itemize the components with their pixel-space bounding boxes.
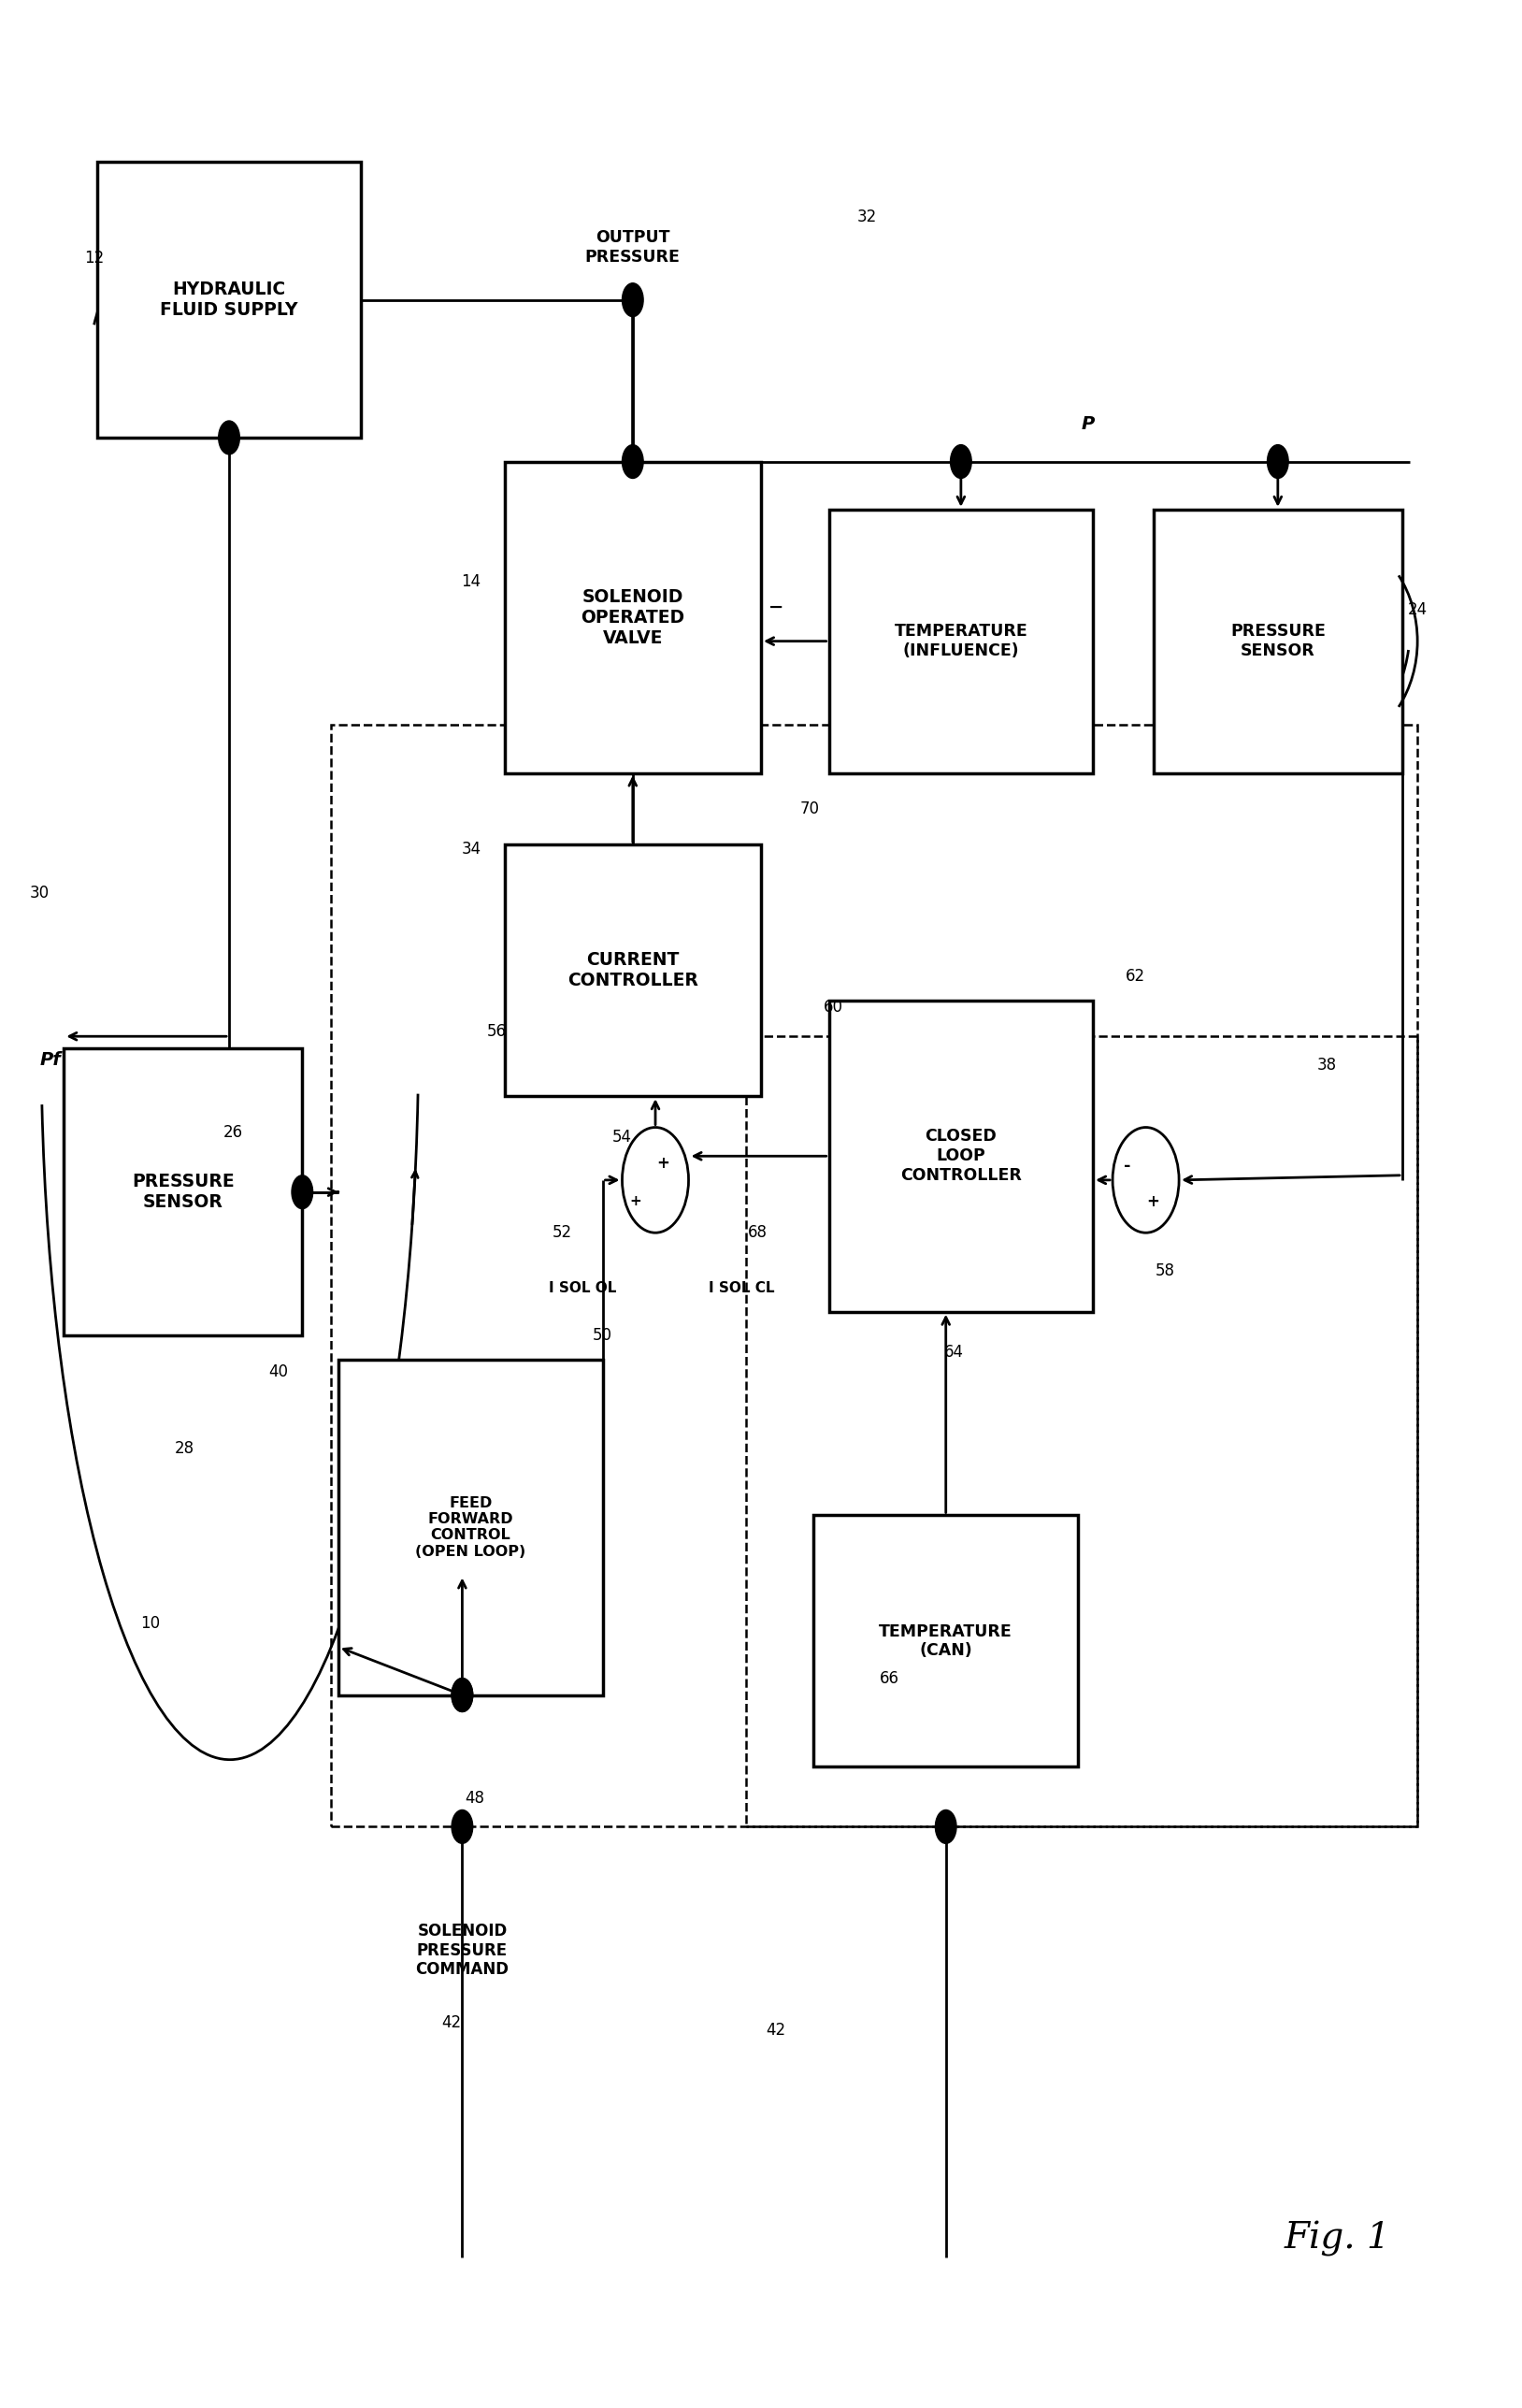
Bar <box>504 845 761 1096</box>
Text: 64: 64 <box>944 1344 963 1361</box>
Text: HYDRAULIC
FLUID SUPPLY: HYDRAULIC FLUID SUPPLY <box>160 282 298 318</box>
Text: 30: 30 <box>30 884 50 901</box>
Text: 60: 60 <box>823 999 843 1016</box>
Text: FEED
FORWARD
CONTROL
(OPEN LOOP): FEED FORWARD CONTROL (OPEN LOOP) <box>416 1495 525 1558</box>
Text: 42: 42 <box>441 2015 461 2032</box>
Text: 40: 40 <box>268 1363 288 1380</box>
Text: -: - <box>1125 1158 1131 1175</box>
Bar <box>97 161 361 438</box>
Text: 34: 34 <box>461 840 481 857</box>
Text: 38: 38 <box>1317 1057 1336 1074</box>
Text: PRESSURE
SENSOR: PRESSURE SENSOR <box>1230 624 1326 660</box>
Text: 24: 24 <box>1408 602 1428 619</box>
Circle shape <box>1113 1127 1180 1233</box>
Text: 32: 32 <box>857 209 877 226</box>
Text: TEMPERATURE
(CAN): TEMPERATURE (CAN) <box>880 1623 1012 1659</box>
Text: 62: 62 <box>1125 968 1145 985</box>
Circle shape <box>219 421 239 455</box>
Text: 54: 54 <box>612 1129 632 1146</box>
Text: 28: 28 <box>175 1440 195 1457</box>
Text: SOLENOID
OPERATED
VALVE: SOLENOID OPERATED VALVE <box>581 588 685 648</box>
Circle shape <box>292 1175 314 1209</box>
Text: Fig. 1: Fig. 1 <box>1285 2220 1391 2256</box>
Text: Pf: Pf <box>40 1052 61 1069</box>
Bar <box>504 462 761 773</box>
Text: I SOL CL: I SOL CL <box>708 1281 775 1296</box>
Circle shape <box>452 1678 473 1712</box>
Text: TEMPERATURE
(INFLUENCE): TEMPERATURE (INFLUENCE) <box>895 624 1027 660</box>
Text: OUTPUT
PRESSURE: OUTPUT PRESSURE <box>584 229 680 265</box>
Text: +: + <box>1148 1194 1160 1211</box>
Text: 58: 58 <box>1155 1262 1175 1279</box>
Text: CLOSED
LOOP
CONTROLLER: CLOSED LOOP CONTROLLER <box>900 1129 1021 1185</box>
Text: CURRENT
CONTROLLER: CURRENT CONTROLLER <box>568 951 699 990</box>
Text: 56: 56 <box>487 1023 507 1040</box>
Text: 68: 68 <box>749 1223 767 1240</box>
Bar <box>829 510 1093 773</box>
Circle shape <box>452 1678 473 1712</box>
Bar <box>814 1515 1078 1767</box>
Bar <box>338 1361 603 1695</box>
Text: 26: 26 <box>222 1125 242 1141</box>
Circle shape <box>936 1811 956 1845</box>
Text: 52: 52 <box>552 1223 572 1240</box>
Text: 12: 12 <box>84 250 103 267</box>
Bar <box>829 999 1093 1312</box>
Bar <box>1154 510 1402 773</box>
Text: 50: 50 <box>592 1327 612 1344</box>
Text: 48: 48 <box>464 1789 484 1806</box>
Text: 70: 70 <box>799 799 819 816</box>
Bar <box>330 725 1417 1828</box>
Circle shape <box>622 284 644 315</box>
Bar <box>64 1047 303 1336</box>
Circle shape <box>622 1127 688 1233</box>
Text: 14: 14 <box>461 573 481 590</box>
Text: P: P <box>1082 414 1094 433</box>
Circle shape <box>950 445 971 479</box>
Text: SOLENOID
PRESSURE
COMMAND: SOLENOID PRESSURE COMMAND <box>416 1922 508 1979</box>
Text: +: + <box>630 1194 642 1209</box>
Bar <box>746 1035 1417 1828</box>
Text: PRESSURE
SENSOR: PRESSURE SENSOR <box>132 1173 234 1211</box>
Circle shape <box>452 1811 473 1845</box>
Text: I SOL OL: I SOL OL <box>549 1281 616 1296</box>
Text: 42: 42 <box>766 2023 785 2040</box>
Circle shape <box>622 445 644 479</box>
Text: 10: 10 <box>140 1616 160 1633</box>
Text: +: + <box>656 1156 670 1173</box>
Circle shape <box>1268 445 1289 479</box>
Text: −: − <box>769 600 784 616</box>
Text: 66: 66 <box>880 1669 900 1686</box>
